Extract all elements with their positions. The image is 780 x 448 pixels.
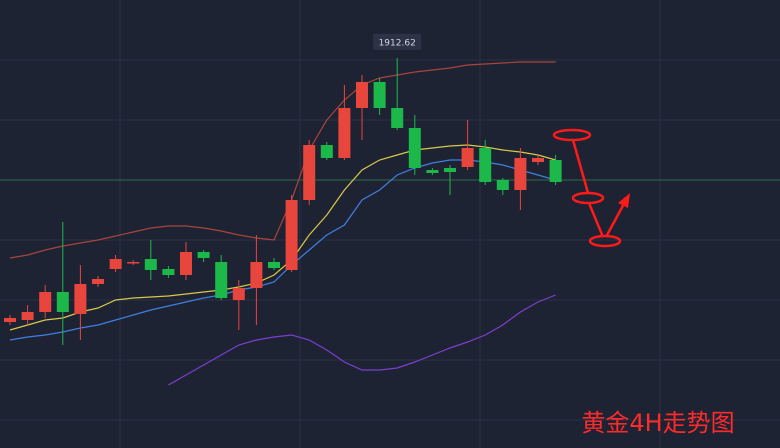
candle-body xyxy=(373,82,386,108)
candle-body xyxy=(180,252,192,275)
plot: 1912.62 xyxy=(4,33,562,386)
candle-body xyxy=(56,292,69,312)
candle-body xyxy=(549,160,562,182)
candle-body xyxy=(215,262,228,298)
indicator-line xyxy=(9,144,556,331)
candle-body xyxy=(496,180,509,190)
candle-body xyxy=(268,262,280,268)
candle-body xyxy=(21,312,34,320)
candle-body xyxy=(426,170,439,173)
candle-body xyxy=(444,168,456,172)
candle-body xyxy=(162,269,175,275)
candle-body xyxy=(74,284,87,314)
indicator-line xyxy=(9,61,556,259)
high-label: 1912.62 xyxy=(379,38,416,48)
indicator-line xyxy=(168,294,556,386)
candle-body xyxy=(532,158,544,162)
candle-body xyxy=(144,259,157,270)
candle-body xyxy=(338,108,351,158)
candle-body xyxy=(92,279,104,284)
candle-body xyxy=(356,82,368,108)
candle-body xyxy=(250,262,263,288)
candle-body xyxy=(303,145,316,200)
candle-body xyxy=(197,252,210,258)
candle-body xyxy=(127,262,140,264)
candle-body xyxy=(109,259,122,269)
candle-body xyxy=(232,288,245,300)
candle-body xyxy=(4,318,16,322)
annotation-arrows xyxy=(552,128,630,248)
candle-body xyxy=(391,108,404,128)
candle-body xyxy=(461,148,474,167)
chart-title: 黄金4H走势图 xyxy=(581,409,734,437)
label-box xyxy=(373,33,422,50)
candle-body xyxy=(285,200,298,270)
candle-body xyxy=(514,158,527,190)
candle-body xyxy=(320,145,333,158)
candle-body xyxy=(479,148,492,182)
candle-body xyxy=(408,128,421,168)
candle-body xyxy=(39,292,52,312)
